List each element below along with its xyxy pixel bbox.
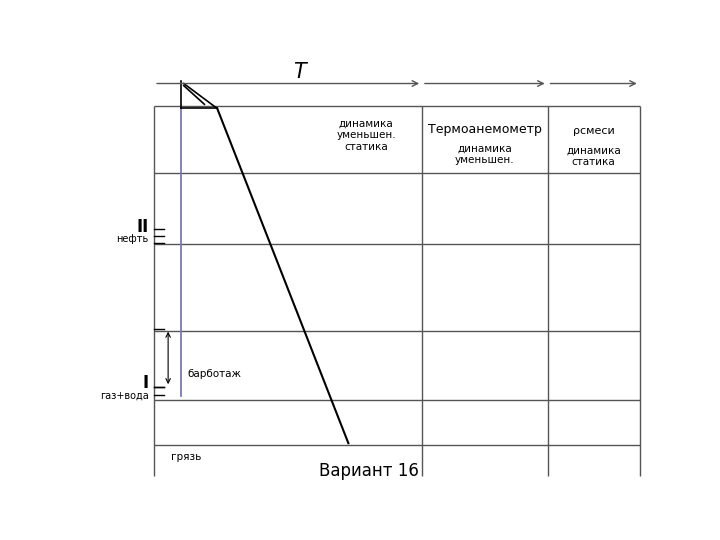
Text: динамика
статика: динамика статика (566, 145, 621, 167)
Text: динамика
уменьшен.: динамика уменьшен. (455, 144, 515, 165)
Text: Термоанемометр: Термоанемометр (428, 123, 541, 136)
Text: нефть: нефть (117, 234, 148, 244)
Text: ρсмеси: ρсмеси (572, 126, 614, 136)
Text: I: I (143, 374, 148, 392)
Text: Вариант 16: Вариант 16 (319, 462, 419, 480)
Text: динамика
уменьшен.
статика: динамика уменьшен. статика (336, 119, 396, 152)
Text: газ+вода: газ+вода (100, 390, 148, 400)
Text: T: T (293, 62, 305, 82)
Text: грязь: грязь (171, 451, 202, 462)
Text: барботаж: барботаж (188, 368, 242, 379)
Text: II: II (136, 218, 148, 236)
